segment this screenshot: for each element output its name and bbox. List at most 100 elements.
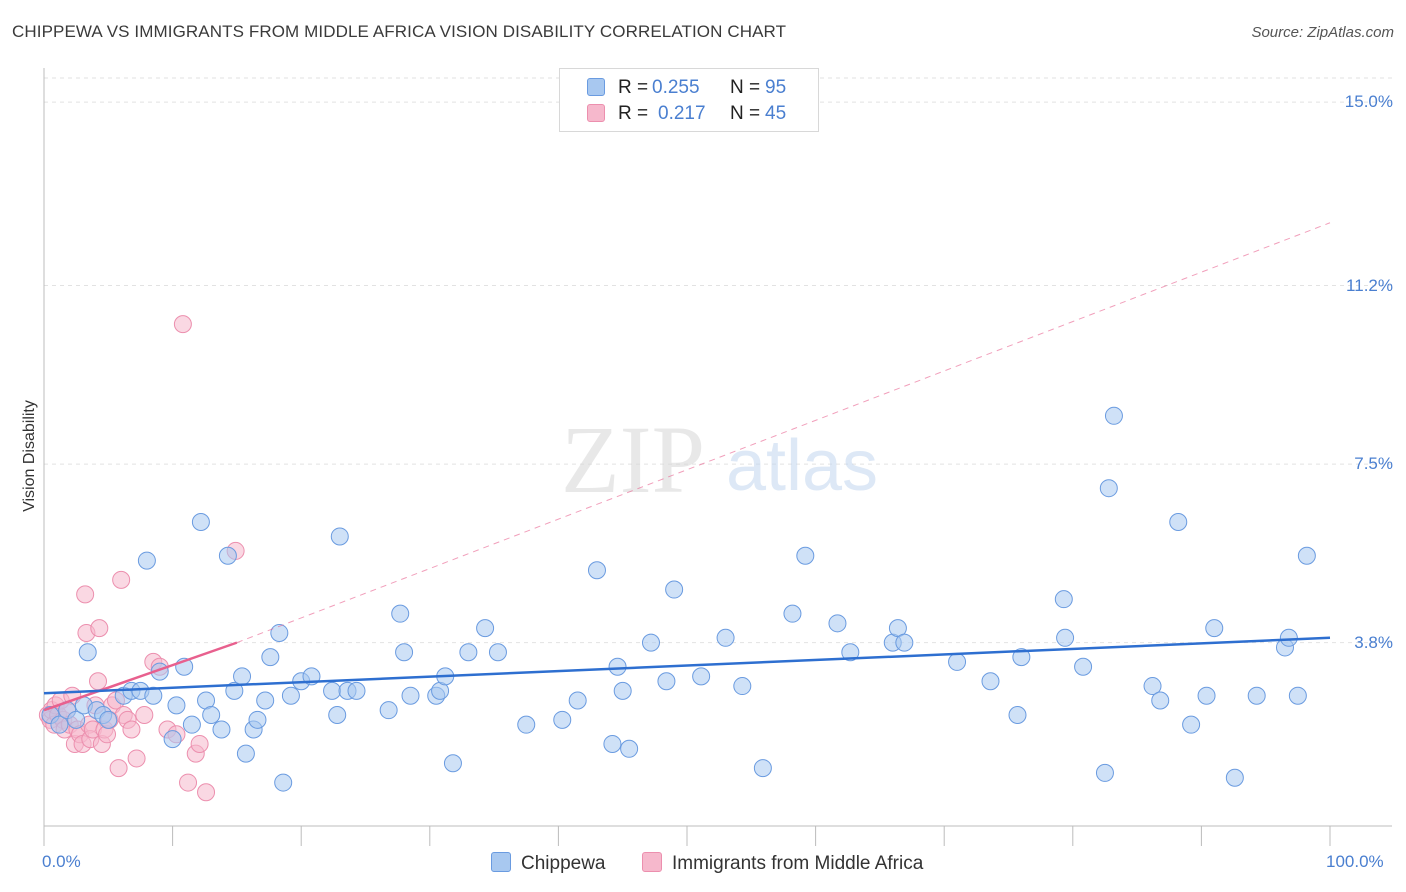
immigrants-point [109,759,128,778]
chippewa-point [323,681,342,700]
chippewa-point [753,759,772,778]
chippewa-point [1182,715,1201,734]
immigrants-point [89,672,108,691]
legend-n-label: N = [730,77,761,98]
chippewa-point [568,691,587,710]
legend: R = 0.255 N = 95 R = 0.217 N = 45 [559,68,819,132]
chippewa-point [1169,512,1188,531]
legend-r-label: R = [618,103,649,124]
y-tick-label: 15.0% [1344,92,1393,112]
chippewa-point [347,681,366,700]
chippewa-point [379,701,398,720]
legend-swatch-chippewa [587,78,605,96]
bottom-legend-swatch-immigrants [642,852,662,872]
chippewa-point [641,633,660,652]
y-tick-label: 11.2% [1346,275,1393,295]
chippewa-point [828,614,847,633]
chippewa-point [1143,677,1162,696]
bottom-legend-swatch-chippewa [491,852,511,872]
chippewa-point [328,706,347,725]
chippewa-point [796,546,815,565]
chippewa-point [1104,406,1123,425]
chippewa-point [1288,686,1307,705]
chippewa-point [1095,763,1114,782]
x-tick-max: 100.0% [1326,852,1384,871]
chippewa-point [144,686,163,705]
immigrants-point [179,773,198,792]
chippewa-point [67,710,86,729]
bottom-legend-label-immigrants: Immigrants from Middle Africa [672,853,924,874]
chippewa-point [225,681,244,700]
trend-chippewa [43,636,1331,695]
y-tick-label: 3.8% [1354,632,1393,652]
chippewa-point [1056,628,1075,647]
chippewa-point [657,672,676,691]
immigrants-point [135,706,154,725]
chippewa-point [330,527,349,546]
chippewa-point [1279,628,1298,647]
chippewa-point [459,643,478,662]
immigrants-point [127,749,146,768]
chippewa-point [391,604,410,623]
chippewa-point [1197,686,1216,705]
chippewa-point [488,643,507,662]
chippewa-point [1054,590,1073,609]
chippewa-point [1297,546,1316,565]
chippewa-point [137,551,156,570]
chippewa-point [783,604,802,623]
axes [43,68,1392,846]
chippewa-point [1247,686,1266,705]
immigrants-point [90,619,109,638]
chippewa-point [620,739,639,758]
chippewa-point [692,667,711,686]
y-tick-label: 7.5% [1354,454,1393,474]
chippewa-point [236,744,255,763]
gridlines [44,77,1392,644]
bottom-legend-chippewa: Chippewa [491,852,606,875]
legend-swatch-immigrants [587,104,605,122]
immigrants-point [197,783,216,802]
legend-n-value: 45 [765,103,787,124]
chippewa-point [603,734,622,753]
chippewa-point [281,686,300,705]
chippewa-point [274,773,293,792]
immigrants-point [76,585,95,604]
legend-row-immigrants: R = 0.217 N = 45 [560,101,818,127]
chippewa-point [163,730,182,749]
chippewa-point [665,580,684,599]
immigrants-point [122,720,141,739]
chippewa-point [948,652,967,671]
chippewa-point [167,696,186,715]
chippewa-point [553,710,572,729]
chippewa-point [1205,619,1224,638]
chippewa-point [261,648,280,667]
chippewa-point [1074,657,1093,676]
bottom-legend-label-chippewa: Chippewa [521,853,606,874]
watermark-atlas: atlas [726,426,878,506]
legend-n-value: 95 [765,77,787,98]
chippewa-point [50,715,69,734]
watermark-zip: ZIP [561,406,705,513]
chippewa-point [270,623,289,642]
legend-r-value: 0.217 [658,103,706,124]
chippewa-point [443,754,462,773]
legend-n-label: N = [730,103,761,124]
legend-row-chippewa: R = 0.255 N = 95 [560,75,818,101]
trend-immigrants [43,641,238,712]
immigrants-point [173,315,192,334]
chippewa-point [248,710,267,729]
chippewa-point [233,667,252,686]
chippewa-point [733,677,752,696]
chippewa-point [517,715,536,734]
chippewa-point [1151,691,1170,710]
chart-title: CHIPPEWA VS IMMIGRANTS FROM MIDDLE AFRIC… [12,22,787,41]
x-tick-min: 0.0% [42,852,81,871]
chippewa-point [1008,706,1027,725]
trend-lines [43,222,1331,712]
chippewa-point [191,512,210,531]
chippewa-point [1012,648,1031,667]
chippewa-point [202,706,221,725]
chippewa-point [716,628,735,647]
chippewa-point [895,633,914,652]
